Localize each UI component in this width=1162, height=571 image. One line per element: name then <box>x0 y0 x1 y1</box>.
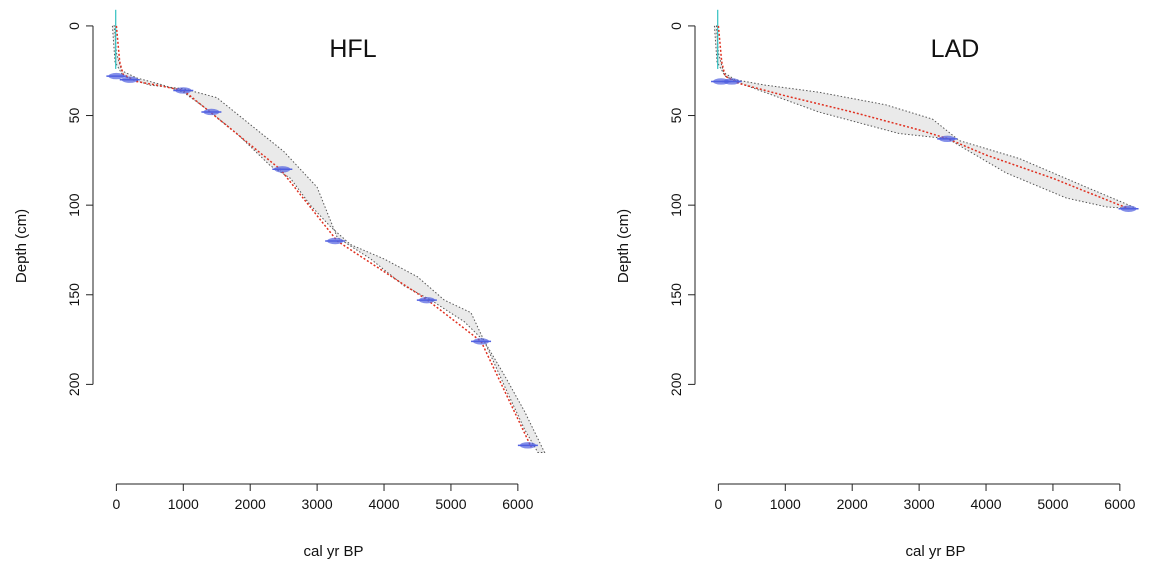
x-axis-title: cal yr BP <box>303 543 363 560</box>
date-point <box>939 135 956 143</box>
x-tick-label: 4000 <box>970 496 1001 512</box>
y-tick-label: 50 <box>668 108 684 124</box>
x-tick-label: 3000 <box>904 496 935 512</box>
x-tick-label: 6000 <box>1104 496 1135 512</box>
y-tick-label: 0 <box>66 22 82 30</box>
panel-title: LAD <box>931 35 980 63</box>
y-tick-label: 50 <box>66 108 82 124</box>
date-point <box>519 442 536 449</box>
y-tick-label: 200 <box>668 372 684 396</box>
date-point <box>418 296 435 304</box>
date-point <box>108 72 125 80</box>
x-tick-label: 1000 <box>770 496 801 512</box>
panel-0: 0 1000 2000 3000 4000 5000 6000 0 50 100 150 200 HFL… <box>13 9 546 560</box>
x-tick-label: 2000 <box>235 496 266 512</box>
date-point <box>327 237 344 245</box>
x-tick-label: 6000 <box>502 496 533 512</box>
y-tick-label: 150 <box>66 283 82 307</box>
y-tick-label: 100 <box>66 193 82 217</box>
y-tick-label: 100 <box>668 193 684 217</box>
y-axis-title: Depth (cm) <box>13 209 30 283</box>
x-tick-label: 5000 <box>1037 496 1068 512</box>
y-tick-label: 0 <box>668 22 684 30</box>
x-tick-label: 5000 <box>435 496 466 512</box>
date-point <box>203 108 220 116</box>
x-tick-label: 1000 <box>168 496 199 512</box>
date-point <box>723 78 740 85</box>
date-point <box>274 166 291 173</box>
x-tick-label: 3000 <box>302 496 333 512</box>
median-age-line <box>717 25 1131 210</box>
x-tick-label: 0 <box>112 496 120 512</box>
confidence-envelope <box>713 25 1134 210</box>
x-axis-title: cal yr BP <box>905 543 965 560</box>
panel-1: 0 1000 2000 3000 4000 5000 6000 0 50 100 150 200 LAD… <box>615 9 1139 560</box>
x-tick-label: 0 <box>714 496 722 512</box>
x-tick-label: 4000 <box>368 496 399 512</box>
median-age-line <box>115 25 532 448</box>
x-tick-label: 2000 <box>837 496 868 512</box>
date-point <box>1120 205 1137 212</box>
date-point <box>121 76 138 83</box>
y-axis-title: Depth (cm) <box>615 209 632 283</box>
y-tick-label: 150 <box>668 283 684 307</box>
date-point <box>473 338 490 345</box>
y-tick-label: 200 <box>66 372 82 396</box>
panel-title: HFL <box>329 35 376 63</box>
date-point <box>175 87 192 94</box>
